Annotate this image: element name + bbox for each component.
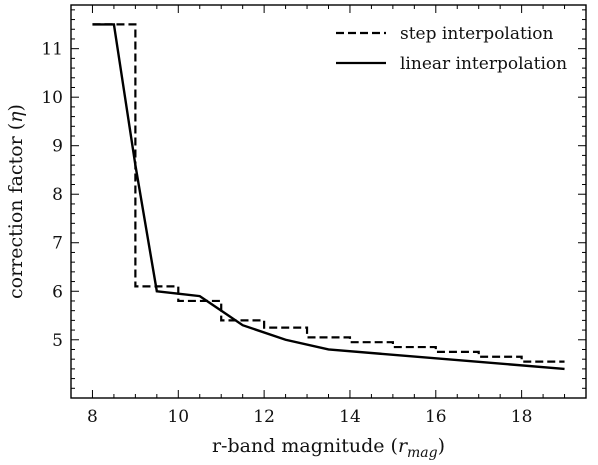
legend: step interpolation linear interpolation <box>336 24 567 74</box>
x-tick-label: 14 <box>339 407 361 427</box>
y-axis-label: correction factor (η) <box>5 104 27 299</box>
y-tick-label: 9 <box>52 137 63 157</box>
y-tick-label: 6 <box>52 282 63 302</box>
y-tick-label: 7 <box>52 234 63 254</box>
x-tick-label: 12 <box>253 407 275 427</box>
x-tick-label: 8 <box>87 407 98 427</box>
legend-label-step-interpolation: step interpolation <box>400 24 553 44</box>
y-tick-label: 11 <box>41 40 63 60</box>
ticks-layer <box>70 5 587 399</box>
series-layer <box>92 23 565 371</box>
x-tick-label: 18 <box>511 407 533 427</box>
x-tick-label: 10 <box>167 407 189 427</box>
tick-labels-layer: 8 10 12 14 16 18 5 6 7 8 9 10 11 <box>41 40 532 427</box>
series-line-linear-interpolation <box>92 23 565 371</box>
y-tick-label: 10 <box>41 88 63 108</box>
y-tick-label: 5 <box>52 331 63 351</box>
legend-label-linear-interpolation: linear interpolation <box>400 54 567 74</box>
x-axis-label: r-band magnitude (rmag) <box>212 435 445 461</box>
x-tick-label: 16 <box>425 407 447 427</box>
y-tick-label: 8 <box>52 185 63 205</box>
series-line-step-interpolation <box>92 23 565 363</box>
